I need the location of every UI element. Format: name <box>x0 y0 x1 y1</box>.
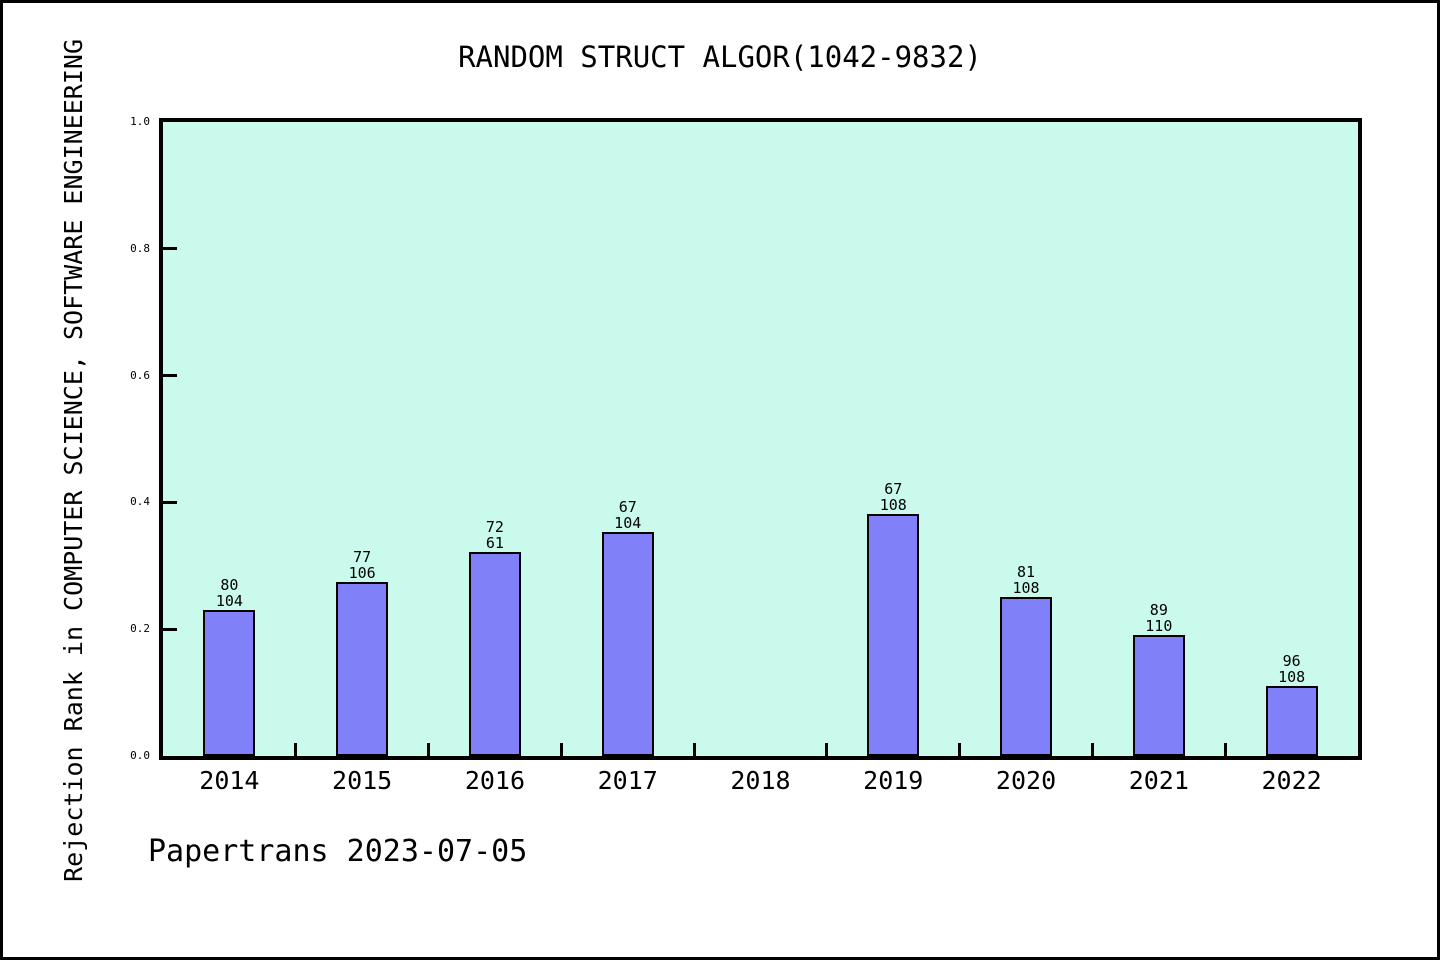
bar-value-label: 67 104 <box>568 499 688 531</box>
bar-value-line: 67 <box>618 498 637 516</box>
x-tick <box>692 743 696 756</box>
bar <box>1265 686 1318 756</box>
watermark-text: Papertrans 2023-07-05 <box>148 834 528 869</box>
x-tick <box>958 743 962 756</box>
bar-value-label: 81 108 <box>966 564 1086 596</box>
bar <box>1000 597 1053 756</box>
bar <box>1132 635 1185 756</box>
bar-value-label: 89 110 <box>1099 602 1219 634</box>
bar <box>867 514 920 756</box>
x-tick <box>294 743 298 756</box>
y-tick-label: 0.6 <box>130 368 150 382</box>
x-tick-label: 2016 <box>464 766 526 795</box>
x-tick <box>1223 743 1227 756</box>
chart-title: RANDOM STRUCT ALGOR(1042-9832) <box>458 40 982 74</box>
x-tick <box>825 743 829 756</box>
bar-value-line: 108 <box>1278 668 1306 686</box>
bar <box>203 610 256 756</box>
bar-value-line: 106 <box>348 564 376 582</box>
bar-value-line: 80 <box>220 576 239 594</box>
bar-value-line: 72 <box>485 518 504 536</box>
bar-value-line: 96 <box>1282 652 1301 670</box>
y-tick-label: 0.0 <box>130 749 150 762</box>
bar-value-line: 104 <box>614 514 642 532</box>
bar-value-line: 61 <box>485 534 504 552</box>
bar-value-line: 81 <box>1017 563 1036 581</box>
bar-value-line: 89 <box>1149 601 1168 619</box>
bar-value-line: 110 <box>1145 617 1173 635</box>
y-tick <box>163 374 177 378</box>
bar-value-line: 77 <box>353 548 372 566</box>
x-tick-label: 2020 <box>995 766 1057 795</box>
y-tick <box>163 500 177 504</box>
x-tick-label: 2019 <box>863 766 924 795</box>
x-tick <box>559 743 563 756</box>
bar-value-line: 104 <box>215 592 243 610</box>
y-tick <box>163 627 177 631</box>
y-tick-label: 1.0 <box>130 115 150 128</box>
x-tick-label: 2021 <box>1128 766 1189 795</box>
y-tick-label: 0.2 <box>130 622 150 636</box>
x-tick-label: 2018 <box>730 766 791 795</box>
bar-value-label: 80 104 <box>169 577 289 609</box>
bar-value-label: 72 61 <box>435 519 555 551</box>
bar-value-line: 108 <box>1012 579 1040 597</box>
bar-value-line: 108 <box>879 496 907 514</box>
bar-value-label: 96 108 <box>1232 653 1352 685</box>
plot-area: 80 104 77 106 72 61 67 104 67 108 81 108 89 110 96 108 <box>159 118 1362 760</box>
y-tick-label: 0.8 <box>130 241 150 255</box>
y-tick <box>163 247 177 251</box>
bar <box>468 552 521 756</box>
y-tick-label: 0.4 <box>130 495 150 509</box>
bar-value-label: 67 108 <box>833 481 953 513</box>
y-axis-title-container: Rejection Rank in COMPUTER SCIENCE, SOFT… <box>54 20 92 900</box>
x-tick-label: 2017 <box>597 766 658 795</box>
y-axis-title: Rejection Rank in COMPUTER SCIENCE, SOFT… <box>58 38 88 882</box>
bar-value-label: 77 106 <box>302 549 422 581</box>
bar <box>601 532 654 756</box>
x-tick-label: 2015 <box>332 766 393 795</box>
x-tick <box>1090 743 1094 756</box>
x-tick <box>427 743 431 756</box>
bar <box>336 582 389 756</box>
x-tick-label: 2014 <box>199 766 260 795</box>
bar-value-line: 67 <box>884 480 903 498</box>
x-tick-label: 2022 <box>1261 766 1322 795</box>
